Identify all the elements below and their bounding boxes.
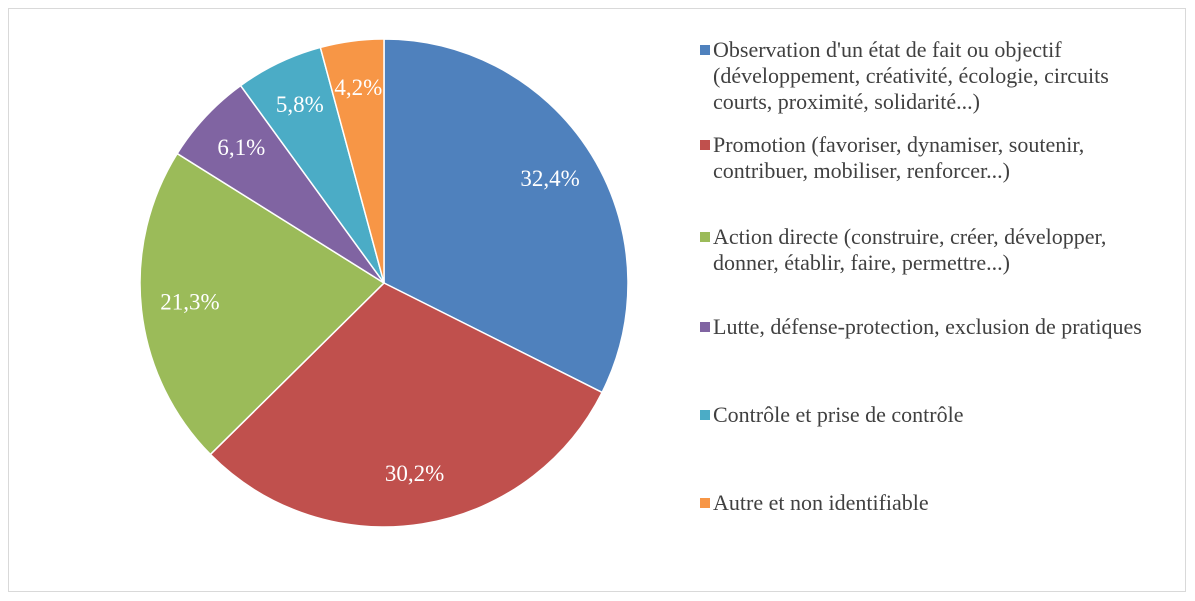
legend-swatch: [700, 322, 710, 332]
legend-label: Autre et non identifiable: [713, 490, 929, 515]
legend-swatch: [700, 232, 710, 242]
legend-label: Lutte, défense-protection, exclusion de …: [713, 314, 1142, 339]
data-label: 5,8%: [276, 92, 324, 117]
legend-label: Contrôle et prise de contrôle: [713, 402, 964, 427]
data-label: 6,1%: [217, 135, 265, 160]
legend-entry: Lutte, défense-protection, exclusion de …: [700, 314, 1150, 340]
pie-slice: [209, 282, 604, 528]
legend-entry: Action directe (construire, créer, dével…: [700, 224, 1150, 276]
chart-frame: [8, 8, 1186, 592]
data-label: 21,3%: [160, 290, 219, 315]
pie-slice: [383, 38, 629, 394]
pie-slice: [139, 152, 386, 456]
data-label: 4,2%: [334, 75, 382, 100]
legend-swatch: [700, 45, 710, 55]
legend-label: Action directe (construire, créer, dével…: [713, 224, 1107, 275]
data-label: 30,2%: [385, 461, 444, 486]
legend-swatch: [700, 410, 710, 420]
legend-entry: Contrôle et prise de contrôle: [700, 402, 1150, 428]
pie-slice: [319, 38, 385, 284]
legend-swatch: [700, 498, 710, 508]
legend-swatch: [700, 140, 710, 150]
legend-entry: Promotion (favoriser, dynamiser, souteni…: [700, 132, 1150, 184]
legend-label: Promotion (favoriser, dynamiser, souteni…: [713, 132, 1085, 183]
legend-entry: Autre et non identifiable: [700, 490, 1150, 516]
legend-label: Observation d'un état de fait ou objecti…: [713, 37, 1109, 114]
legend-entry: Observation d'un état de fait ou objecti…: [700, 37, 1150, 115]
data-label: 32,4%: [520, 166, 579, 191]
